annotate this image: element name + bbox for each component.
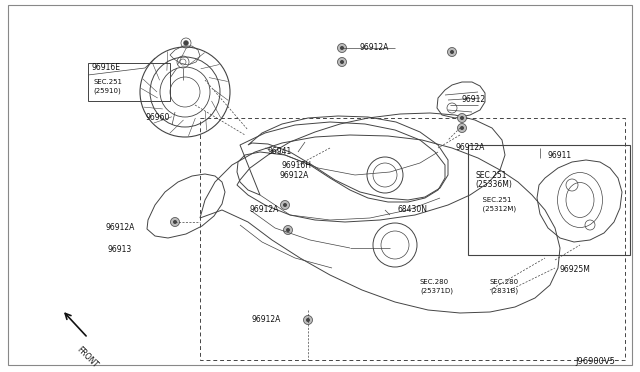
Circle shape [340,46,344,50]
Bar [88,63,170,101]
Circle shape [447,48,456,57]
Circle shape [337,44,346,52]
Bar [468,145,630,255]
Text: 96912: 96912 [462,96,486,105]
Text: 96912A: 96912A [250,205,280,215]
Circle shape [173,220,177,224]
Text: SEC.251: SEC.251 [93,79,122,85]
Bar [200,118,625,360]
Text: 96912A: 96912A [105,224,134,232]
Circle shape [458,113,467,122]
Text: 68430N: 68430N [398,205,428,215]
Text: SEC.280: SEC.280 [420,279,449,285]
Text: FRONT: FRONT [75,345,100,369]
Text: 96960: 96960 [145,113,170,122]
Text: 96911: 96911 [548,151,572,160]
Text: SEC.280: SEC.280 [490,279,519,285]
Text: (25336M): (25336M) [475,180,512,189]
Circle shape [450,50,454,54]
Circle shape [184,41,189,45]
Text: 96916E: 96916E [92,64,121,73]
Circle shape [286,228,290,232]
Circle shape [306,318,310,322]
Circle shape [458,124,467,132]
Circle shape [283,203,287,207]
Text: (2831B): (2831B) [490,288,518,294]
Text: 96912A: 96912A [252,315,282,324]
Text: SEC.251: SEC.251 [475,170,506,180]
Circle shape [337,58,346,67]
Text: (25312M): (25312M) [478,206,516,212]
Text: (25371D): (25371D) [420,288,453,294]
Text: 96912A: 96912A [455,144,484,153]
Text: 96925M: 96925M [560,266,591,275]
Text: 96916H: 96916H [282,160,312,170]
Circle shape [303,315,312,324]
Circle shape [460,126,464,130]
Text: 96912A: 96912A [280,170,309,180]
Text: 96913: 96913 [108,246,132,254]
Text: 96941: 96941 [268,148,292,157]
Circle shape [280,201,289,209]
Circle shape [170,218,179,227]
Circle shape [460,116,464,120]
Text: (25910): (25910) [93,88,121,94]
Circle shape [340,60,344,64]
Text: J96900V5: J96900V5 [575,357,615,366]
Text: SEC.251: SEC.251 [478,197,511,203]
Text: 96912A: 96912A [360,44,389,52]
Circle shape [284,225,292,234]
